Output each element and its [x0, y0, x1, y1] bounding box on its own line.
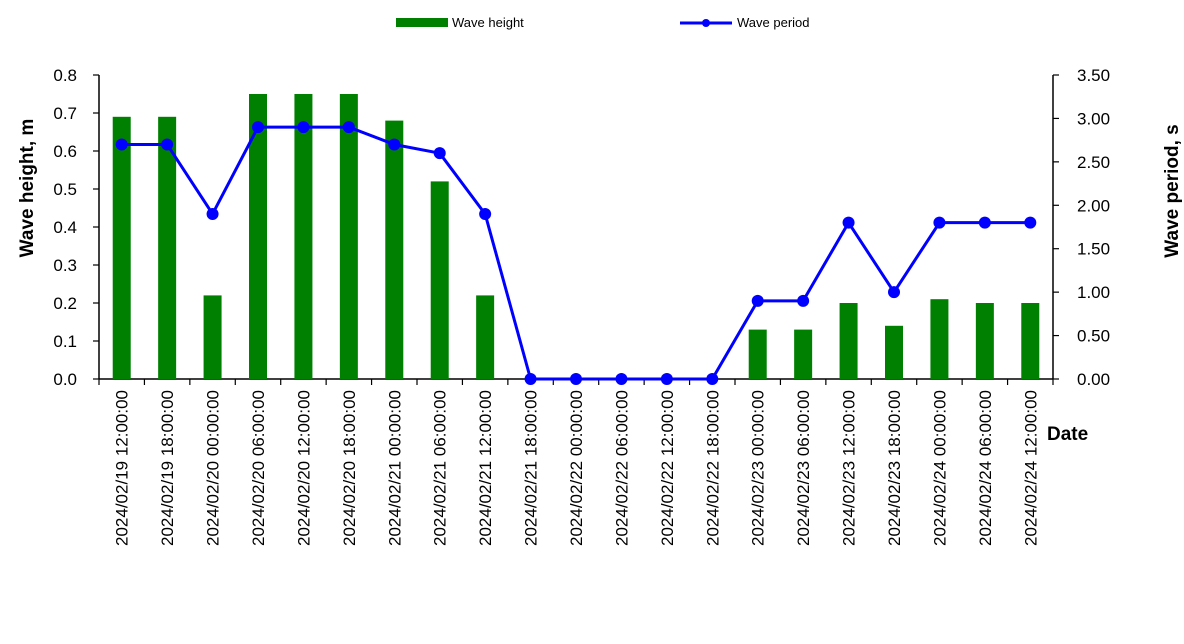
y-axis-title-left: Wave height, m [17, 119, 38, 258]
legend-label-wave-period: Wave period [737, 15, 810, 30]
x-tick-label: 2024/02/22 06:00:00 [612, 390, 631, 546]
bar-wave-height [158, 116, 177, 380]
x-tick-label: 2024/02/20 12:00:00 [294, 390, 313, 546]
y-axis-title-right: Wave period, s [1162, 124, 1183, 257]
point-wave-period [206, 207, 219, 220]
point-wave-period [115, 138, 128, 151]
point-wave-period [660, 373, 673, 385]
x-tick-labels: 2024/02/19 12:00:00 2024/02/19 18:00:00 20… [113, 390, 1041, 546]
bar-wave-height [930, 299, 949, 379]
legend: Wave height Wave period [396, 15, 810, 30]
point-wave-period [479, 207, 492, 220]
point-wave-period [342, 121, 355, 134]
bar-wave-height [385, 120, 404, 379]
x-tick-label: 2024/02/24 06:00:00 [976, 390, 995, 546]
y-tick-label-right: 2.00 [1077, 196, 1110, 215]
x-tick-label: 2024/02/21 18:00:00 [522, 390, 541, 546]
x-tick-label: 2024/02/21 12:00:00 [476, 390, 495, 546]
y-tick-label-left: 0.4 [53, 218, 77, 237]
y-tick-label-right: 2.50 [1077, 153, 1110, 172]
legend-swatch-wave-height [396, 18, 448, 27]
bar-wave-height [1021, 303, 1040, 379]
x-tick-label: 2024/02/19 12:00:00 [113, 390, 132, 546]
y-tick-label-left: 0.5 [53, 180, 77, 199]
point-wave-period [706, 373, 719, 385]
point-wave-period [252, 121, 264, 134]
y-tick-label-left: 0.0 [53, 370, 77, 389]
x-tick-label: 2024/02/19 18:00:00 [158, 390, 177, 546]
y-tick-label-left: 0.1 [53, 332, 77, 351]
point-wave-period [615, 373, 628, 385]
x-tick-label: 2024/02/20 00:00:00 [204, 390, 223, 546]
y-tick-label-right: 0.50 [1077, 327, 1110, 346]
point-wave-period [797, 294, 810, 307]
line-wave-period [115, 121, 1037, 385]
bar-wave-height [203, 295, 222, 379]
y-tick-label-left: 0.8 [53, 66, 77, 85]
x-tick-label: 2024/02/20 06:00:00 [249, 390, 268, 546]
x-tick-label: 2024/02/22 12:00:00 [658, 390, 677, 546]
axes: 0.0 0.1 0.2 0.3 0.4 0.5 0.6 0.7 0.8 0.00 0.50 1.00 1… [53, 66, 1110, 389]
point-wave-period [933, 216, 946, 229]
point-wave-period [297, 121, 310, 134]
point-wave-period [978, 216, 991, 229]
bar-wave-height [476, 295, 495, 379]
bar-wave-height [975, 303, 994, 379]
y-tick-label-right: 1.50 [1077, 240, 1110, 259]
bar-wave-height [885, 325, 903, 379]
y-tick-label-right: 3.00 [1077, 109, 1110, 128]
bar-wave-height [794, 329, 813, 379]
point-wave-period [842, 216, 855, 229]
x-tick-label: 2024/02/23 00:00:00 [749, 390, 768, 546]
y-tick-label-left: 0.7 [53, 104, 77, 123]
point-wave-period [161, 138, 174, 151]
point-wave-period [433, 147, 446, 160]
point-wave-period [1024, 216, 1037, 229]
bar-wave-height [839, 303, 858, 379]
y-tick-label-left: 0.6 [53, 142, 77, 161]
y-tick-label-right: 0.00 [1077, 370, 1110, 389]
x-tick-label: 2024/02/20 18:00:00 [340, 390, 359, 546]
x-tick-label: 2024/02/23 12:00:00 [840, 390, 859, 546]
x-tick-label: 2024/02/21 06:00:00 [431, 390, 450, 546]
y-tick-label-right: 3.50 [1077, 66, 1110, 85]
point-wave-period [570, 373, 582, 385]
legend-label-wave-height: Wave height [452, 15, 524, 30]
bar-wave-height [249, 94, 267, 379]
point-wave-period [751, 294, 764, 307]
bars-wave-height [112, 94, 1040, 380]
y-tick-label-left: 0.2 [53, 294, 77, 313]
x-tick-label: 2024/02/23 06:00:00 [794, 390, 813, 546]
x-axis-title: Date [1047, 424, 1088, 445]
bar-wave-height [339, 94, 358, 379]
point-wave-period [524, 373, 537, 385]
x-tick-label: 2024/02/24 12:00:00 [1021, 390, 1040, 546]
point-wave-period [388, 138, 401, 151]
bar-wave-height [430, 181, 449, 379]
point-wave-period [888, 286, 900, 299]
x-tick-label: 2024/02/24 00:00:00 [930, 390, 949, 546]
y-tick-label-left: 0.3 [53, 256, 77, 275]
legend-marker-wave-period [702, 19, 710, 27]
x-tick-label: 2024/02/21 00:00:00 [385, 390, 404, 546]
x-tick-label: 2024/02/22 18:00:00 [703, 390, 722, 546]
x-tick-label: 2024/02/22 00:00:00 [567, 390, 586, 546]
bar-wave-height [294, 94, 313, 379]
bar-wave-height [112, 116, 131, 380]
y-tick-label-right: 1.00 [1077, 283, 1110, 302]
bar-wave-height [748, 329, 767, 379]
x-tick-label: 2024/02/23 18:00:00 [885, 390, 904, 546]
